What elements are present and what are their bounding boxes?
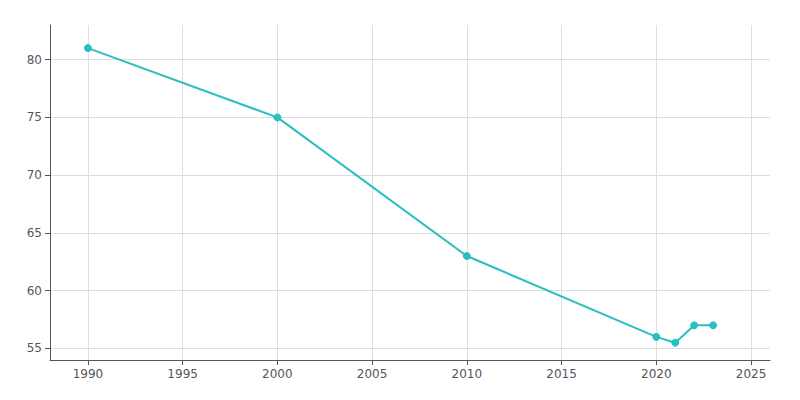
svg-text:75: 75 [27, 110, 42, 124]
svg-text:2010: 2010 [452, 367, 483, 381]
svg-text:70: 70 [27, 168, 42, 182]
svg-text:2015: 2015 [546, 367, 577, 381]
svg-text:65: 65 [27, 226, 42, 240]
svg-text:80: 80 [27, 53, 42, 67]
svg-text:60: 60 [27, 284, 42, 298]
svg-text:2000: 2000 [262, 367, 293, 381]
svg-text:55: 55 [27, 341, 42, 355]
svg-text:1990: 1990 [73, 367, 104, 381]
svg-text:2025: 2025 [736, 367, 767, 381]
svg-text:2005: 2005 [357, 367, 388, 381]
svg-text:1995: 1995 [167, 367, 198, 381]
svg-text:2020: 2020 [641, 367, 672, 381]
